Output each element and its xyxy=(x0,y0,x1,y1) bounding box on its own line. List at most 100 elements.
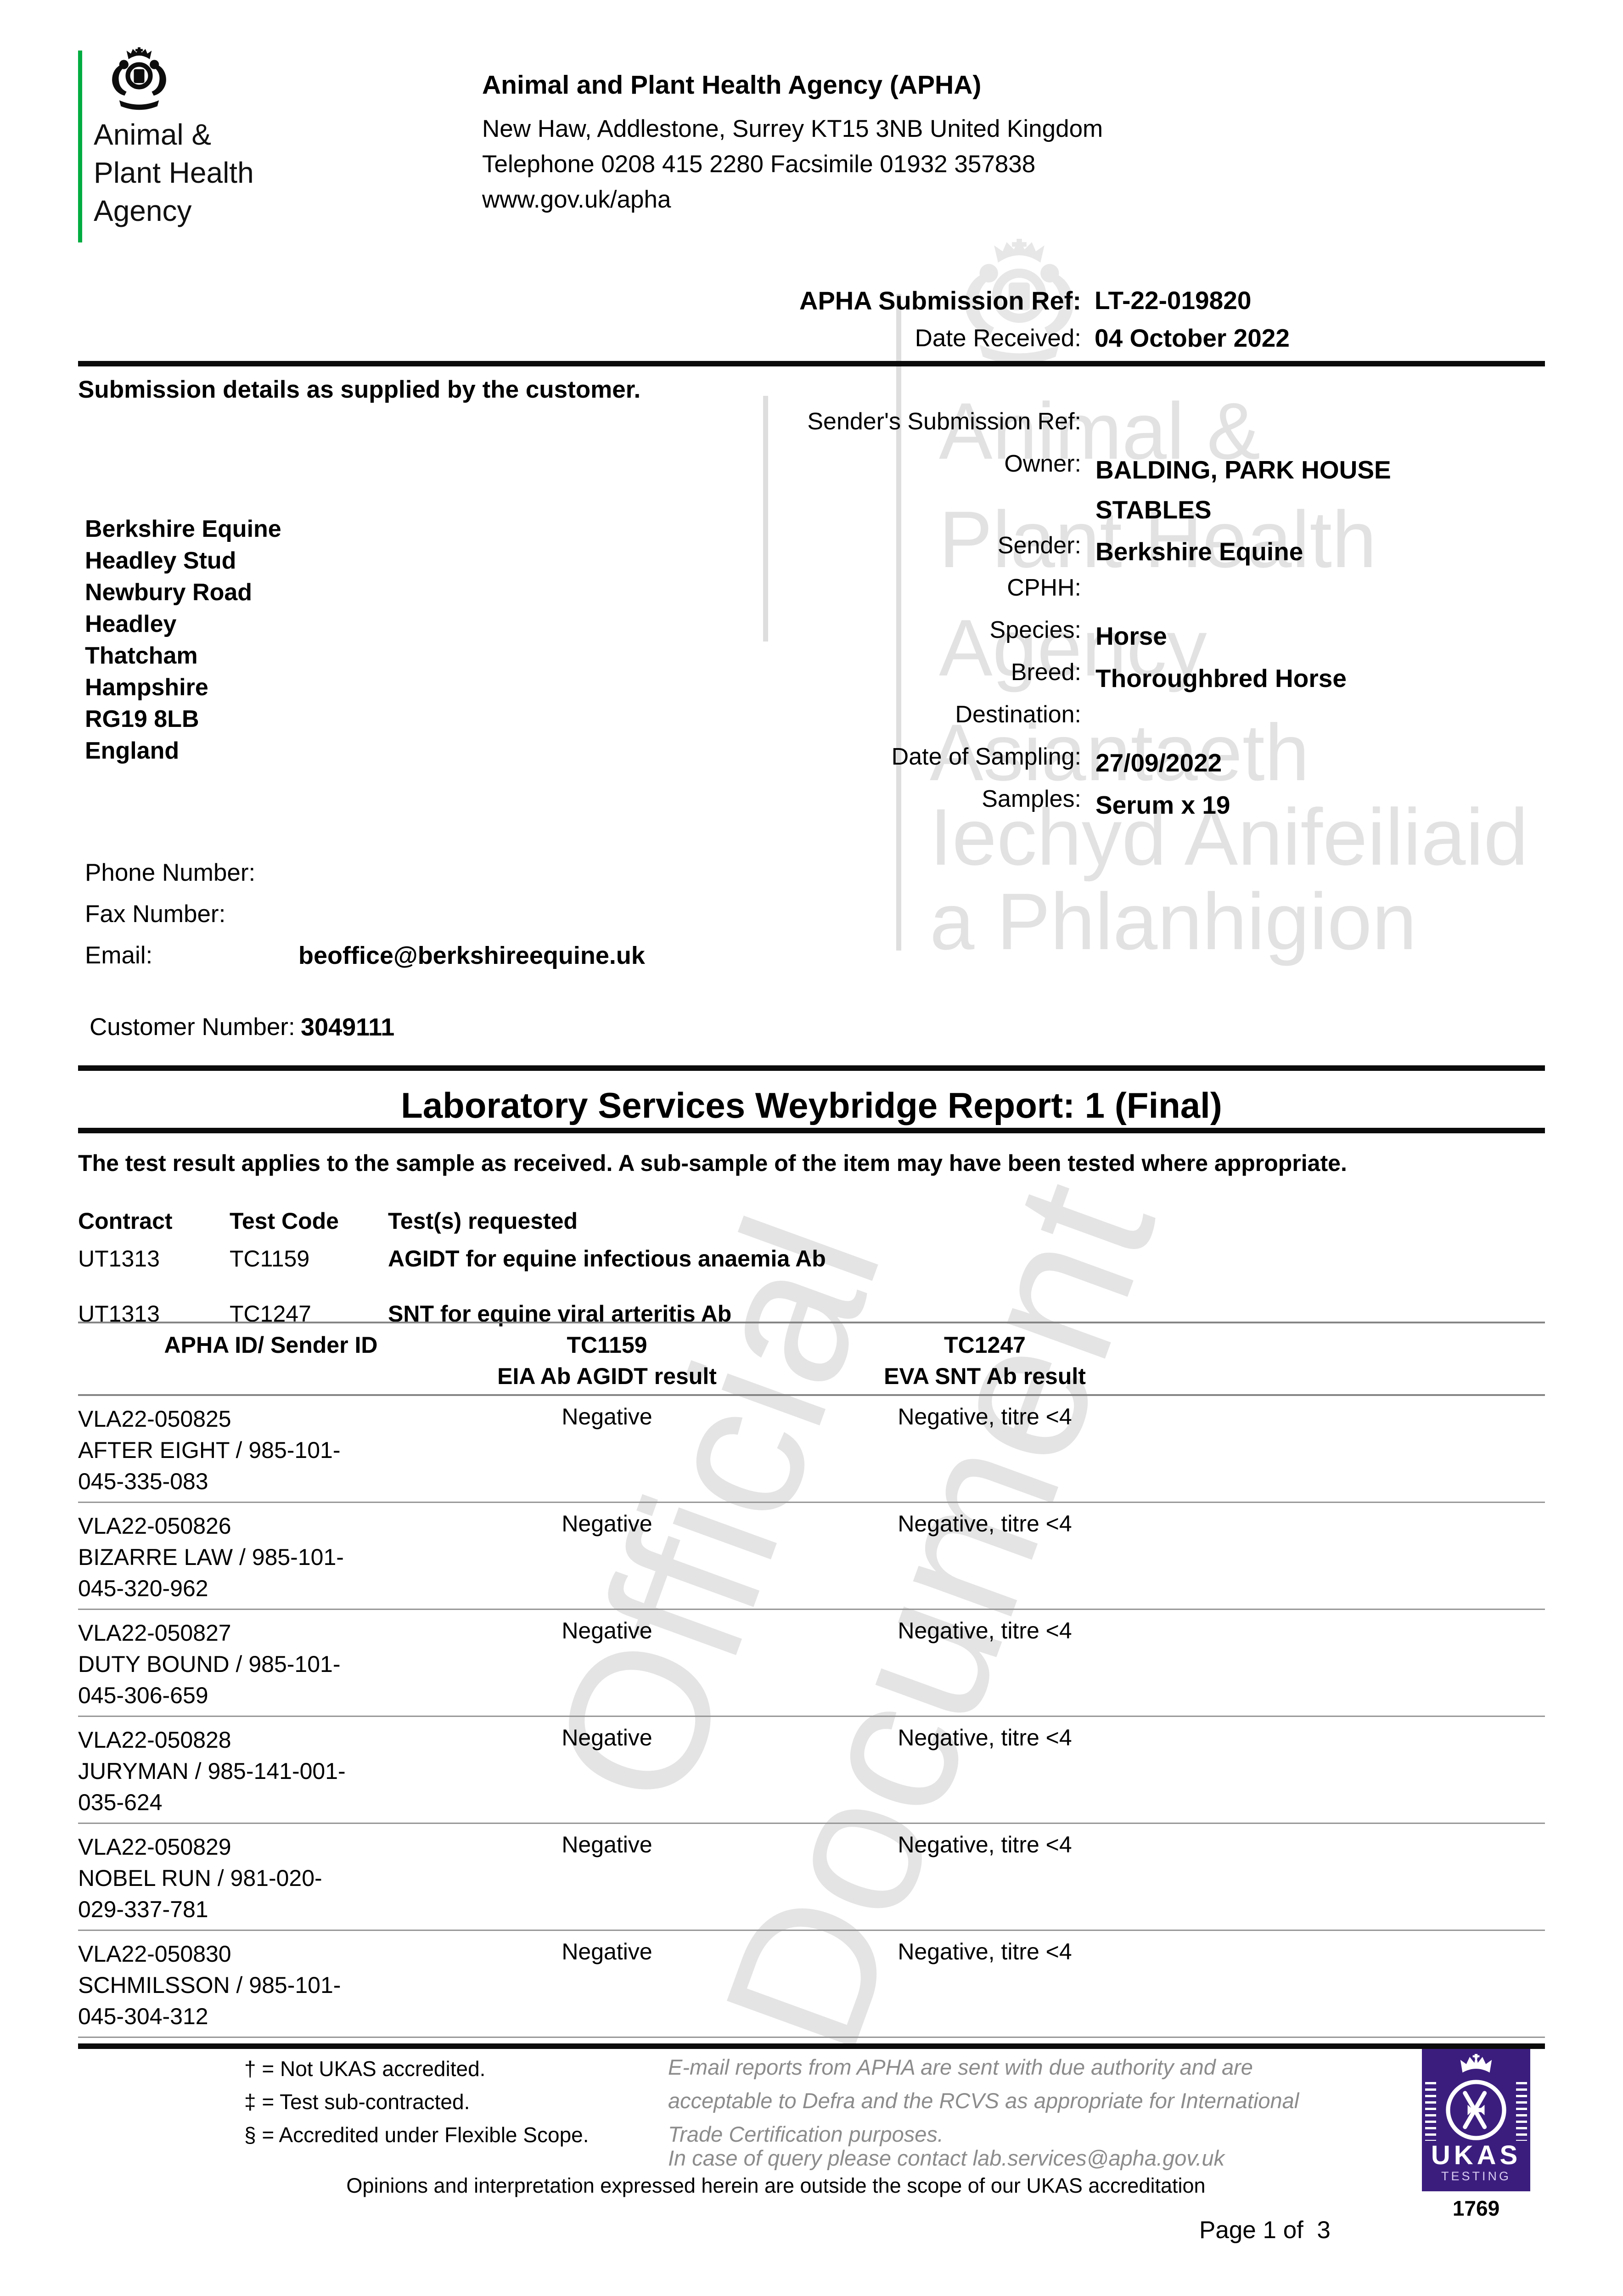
ukas-ruler-ticks xyxy=(1425,2082,1436,2141)
address-line: RG19 8LB xyxy=(85,706,199,732)
agency-logo-line: Agency xyxy=(94,194,192,227)
sample-id-line: VLA22-050830 xyxy=(78,1941,231,1967)
date-received-label: Date Received: xyxy=(915,325,1081,352)
detail-label-cphh: CPHH: xyxy=(1007,574,1081,601)
email-notice-line: Trade Certification purposes. xyxy=(668,2122,943,2146)
detail-value-breed: Thoroughbred Horse xyxy=(1095,664,1347,692)
detail-label-senders-submission-ref: Sender's Submission Ref: xyxy=(807,408,1081,435)
table-rule xyxy=(78,1322,1545,1323)
detail-value-sender: Berkshire Equine xyxy=(1095,537,1303,566)
eva-result: Negative, titre <4 xyxy=(898,1404,1072,1429)
ukas-crown-icon xyxy=(1459,2054,1493,2075)
divider-rule xyxy=(78,1065,1545,1071)
sample-id: VLA22-050830 SCHMILSSON / 985-101- 045-3… xyxy=(78,1938,459,2032)
test-code-header: Test Code xyxy=(230,1208,339,1234)
agency-logo-line: Animal & xyxy=(94,118,212,151)
table-row: VLA22-050828 JURYMAN / 985-141-001- 035-… xyxy=(78,1717,1545,1824)
address-line: Thatcham xyxy=(85,642,198,669)
divider-rule xyxy=(78,361,1545,366)
eva-result: Negative, titre <4 xyxy=(898,1725,1072,1750)
detail-value-species: Horse xyxy=(1095,622,1167,650)
customer-number-value: 3049111 xyxy=(301,1013,395,1041)
email-value: beoffice@berkshireequine.uk xyxy=(298,942,645,969)
submission-ref-label: APHA Submission Ref: xyxy=(799,286,1081,315)
ukas-number: 1769 xyxy=(1452,2196,1500,2220)
table-row: VLA22-050826 BIZARRE LAW / 985-101- 045-… xyxy=(78,1503,1545,1610)
watermark-divider-bar xyxy=(896,294,901,951)
ukas-badge: UKAS TESTING xyxy=(1422,2049,1530,2191)
address-line: Headley xyxy=(85,611,177,637)
sample-id-line: 045-335-083 xyxy=(78,1469,208,1494)
eia-result: Negative xyxy=(562,1404,652,1429)
legend-subcontracted: ‡ = Test sub-contracted. xyxy=(244,2090,470,2114)
watermark-text: Asiantaeth xyxy=(930,708,1309,798)
results-id-header: APHA ID/ Sender ID xyxy=(164,1332,378,1358)
detail-label-species: Species: xyxy=(989,617,1081,643)
sample-id: VLA22-050826 BIZARRE LAW / 985-101- 045-… xyxy=(78,1510,459,1604)
sample-id-line: 045-306-659 xyxy=(78,1683,208,1708)
sample-id: VLA22-050828 JURYMAN / 985-141-001- 035-… xyxy=(78,1724,459,1818)
detail-value-date-of-sampling: 27/09/2022 xyxy=(1095,748,1222,777)
detail-value-samples: Serum x 19 xyxy=(1095,791,1230,819)
address-line: Berkshire Equine xyxy=(85,516,281,542)
sample-id-line: VLA22-050827 xyxy=(78,1620,231,1646)
table-row: VLA22-050825 AFTER EIGHT / 985-101- 045-… xyxy=(78,1396,1545,1503)
logo-green-bar xyxy=(78,51,82,242)
table-row: VLA22-050827 DUTY BOUND / 985-101- 045-3… xyxy=(78,1610,1545,1717)
divider-rule xyxy=(78,2043,1545,2049)
customer-address-block: Berkshire Equine Headley Stud Newbury Ro… xyxy=(85,513,281,767)
tests-requested-header: Test(s) requested xyxy=(388,1208,578,1234)
legend-flexible-scope: § = Accredited under Flexible Scope. xyxy=(244,2123,589,2147)
results-col3-header: TC1247 xyxy=(944,1332,1026,1358)
sample-id-line: 045-304-312 xyxy=(78,2003,208,2029)
ukas-ruler-ticks xyxy=(1516,2082,1527,2141)
submission-ref-value: LT-22-019820 xyxy=(1095,286,1252,315)
contract-cell: UT1313 xyxy=(78,1246,160,1272)
test-code-cell: TC1159 xyxy=(230,1246,310,1272)
report-note: The test result applies to the sample as… xyxy=(78,1150,1347,1176)
report-title: Laboratory Services Weybridge Report: 1 … xyxy=(401,1085,1222,1125)
watermark-text: Plant Health xyxy=(939,495,1377,585)
watermark-text: Iechyd Anifeiliaid xyxy=(930,793,1528,882)
detail-label-sender: Sender: xyxy=(997,532,1081,559)
sample-id-line: DUTY BOUND / 985-101- xyxy=(78,1651,341,1677)
legend-not-ukas: † = Not UKAS accredited. xyxy=(244,2057,486,2081)
contract-header: Contract xyxy=(78,1208,173,1234)
divider-rule xyxy=(78,1128,1545,1133)
opinions-note: Opinions and interpretation expressed he… xyxy=(346,2174,1206,2197)
letterhead-website: www.gov.uk/apha xyxy=(482,186,671,213)
detail-label-breed: Breed: xyxy=(1011,659,1081,686)
eia-result: Negative xyxy=(562,1725,652,1750)
date-received-value: 04 October 2022 xyxy=(1095,324,1290,352)
sample-id-line: 029-337-781 xyxy=(78,1896,208,1922)
page-indicator: Page 1 of 3 xyxy=(1199,2217,1331,2244)
address-line: Hampshire xyxy=(85,674,208,701)
query-notice: In case of query please contact lab.serv… xyxy=(668,2146,1225,2170)
address-line: England xyxy=(85,737,180,764)
eia-result: Negative xyxy=(562,1832,652,1857)
watermark-text: a Phlanhigion xyxy=(930,877,1417,967)
table-row: VLA22-050830 SCHMILSSON / 985-101- 045-3… xyxy=(78,1931,1545,2038)
sample-id: VLA22-050825 AFTER EIGHT / 985-101- 045-… xyxy=(78,1403,459,1497)
fax-label: Fax Number: xyxy=(85,900,226,928)
email-label: Email: xyxy=(85,942,153,969)
sample-id-line: VLA22-050829 xyxy=(78,1834,231,1860)
ukas-mark-icon xyxy=(1443,2077,1509,2143)
results-col2-subheader: EIA Ab AGIDT result xyxy=(497,1363,717,1389)
letterhead-title: Animal and Plant Health Agency (APHA) xyxy=(482,70,982,100)
sample-id-line: NOBEL RUN / 981-020- xyxy=(78,1865,322,1891)
sample-id-line: VLA22-050826 xyxy=(78,1513,231,1539)
sample-id-line: SCHMILSSON / 985-101- xyxy=(78,1972,341,1998)
phone-label: Phone Number: xyxy=(85,859,256,886)
sample-id-line: 045-320-962 xyxy=(78,1576,208,1601)
sample-id-line: JURYMAN / 985-141-001- xyxy=(78,1758,346,1784)
watermark-text: Animal & xyxy=(939,387,1261,476)
detail-label-owner: Owner: xyxy=(1004,450,1081,477)
table-row: VLA22-050829 NOBEL RUN / 981-020- 029-33… xyxy=(78,1824,1545,1931)
eva-result: Negative, titre <4 xyxy=(898,1832,1072,1857)
ukas-name: UKAS xyxy=(1431,2140,1522,2170)
results-table: VLA22-050825 AFTER EIGHT / 985-101- 045-… xyxy=(78,1394,1545,2038)
sample-id: VLA22-050829 NOBEL RUN / 981-020- 029-33… xyxy=(78,1831,459,1925)
